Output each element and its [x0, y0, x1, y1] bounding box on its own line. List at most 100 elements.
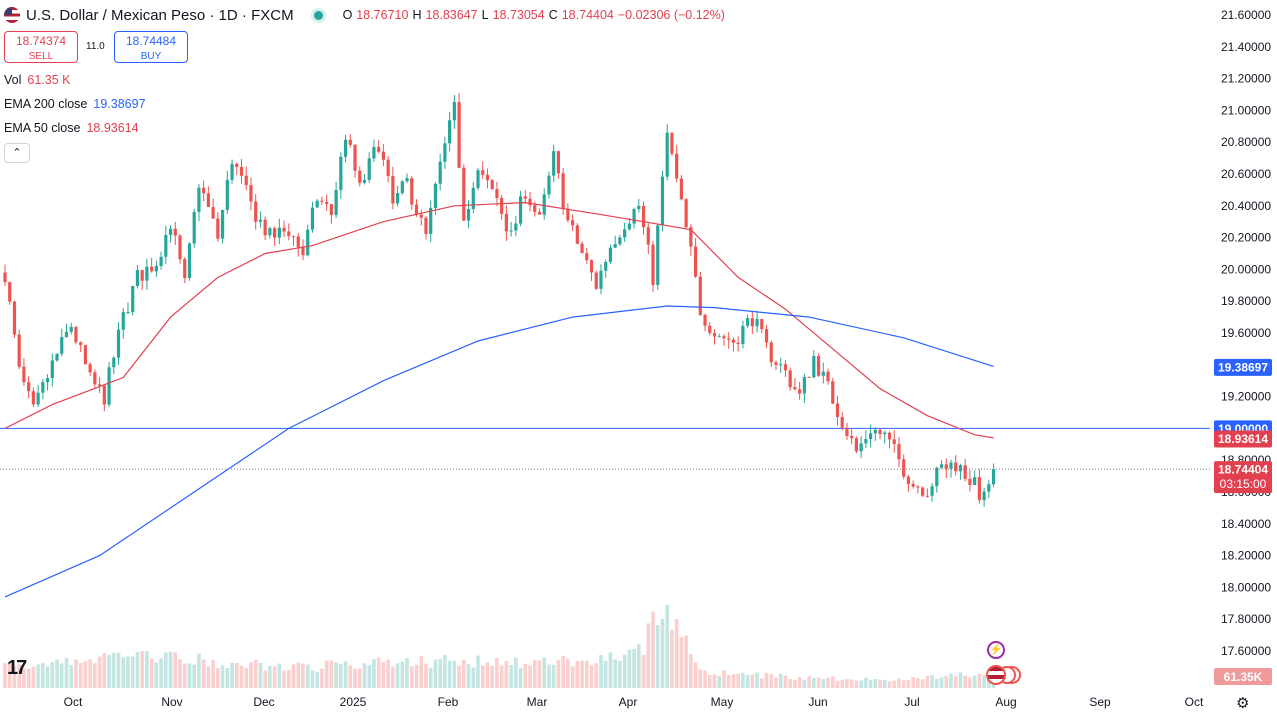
candle-body [391, 176, 395, 204]
volume-bar [107, 654, 111, 688]
volume-bar [3, 663, 7, 688]
candle-body [760, 319, 764, 330]
ohlc-readout: O 18.76710 H 18.83647 L 18.73054 C 18.74404 … [343, 8, 725, 22]
volume-bar [878, 679, 882, 688]
volume-bar [452, 660, 457, 688]
volume-bar [944, 675, 949, 688]
volume-bar [69, 665, 74, 688]
candle-body [495, 189, 499, 198]
us-flag-event-icon[interactable] [986, 665, 1006, 685]
sell-button[interactable]: 18.74374 SELL [4, 31, 78, 63]
volume-bar [78, 662, 83, 688]
volume-bar [471, 667, 476, 688]
collapse-legend-button[interactable]: ⌃ [4, 143, 30, 163]
candle-body [154, 265, 158, 272]
price-axis: 21.60000 21.40000 21.20000 21.00000 20.80000… [1221, 8, 1271, 658]
candle-body [173, 228, 177, 236]
candle-body [17, 334, 21, 367]
candle-body [793, 387, 797, 390]
candle-body [698, 276, 702, 315]
volume-bar [953, 676, 958, 688]
volume-bar [741, 672, 745, 688]
candle-body [325, 201, 329, 205]
candle-body [485, 174, 490, 181]
volume-bar [551, 664, 556, 688]
candle-body [107, 367, 111, 405]
volume-bar [343, 661, 348, 688]
candle-body [670, 132, 674, 154]
volume-bar [93, 663, 97, 688]
settings-gear-icon[interactable]: ⚙ [1236, 695, 1250, 712]
volume-bar [916, 678, 920, 688]
close-value: 18.74404 [561, 8, 614, 22]
ema50-legend[interactable]: EMA 50 close 18.93614 [4, 121, 139, 135]
candle-body [220, 209, 225, 239]
candle-body [145, 266, 149, 281]
volume-bar [22, 668, 26, 688]
volume-bar [348, 665, 353, 688]
volume-bar [542, 657, 547, 688]
buy-button[interactable]: 18.74484 BUY [114, 31, 188, 63]
volume-bar [854, 680, 859, 688]
candle-body [27, 382, 31, 392]
candlestick-series [3, 93, 996, 507]
candle-body [916, 486, 920, 488]
candle-body [183, 259, 187, 279]
volume-bar [480, 665, 485, 688]
volume-bar [949, 673, 953, 688]
candle-body [722, 336, 726, 339]
candle-body [395, 193, 400, 204]
candle-body [102, 385, 106, 405]
volume-bar [684, 635, 688, 688]
lightning-event-icon[interactable]: ⚡ [987, 641, 1005, 659]
volume-bar [826, 677, 830, 688]
volume-bar [178, 659, 182, 688]
volume-bar [424, 663, 428, 688]
candle-body [831, 381, 835, 404]
volume-bar [561, 655, 565, 688]
candle-body [935, 467, 939, 487]
volume-bar [868, 679, 873, 688]
symbol-title[interactable]: U.S. Dollar / Mexican Peso · 1D · FXCM [26, 6, 294, 24]
candle-body [684, 199, 688, 228]
tradingview-logo-icon[interactable]: 17 [7, 657, 27, 679]
candle-body [239, 166, 244, 176]
candle-body [693, 246, 698, 277]
candle-body [187, 243, 192, 279]
time-tick-label: Feb [438, 695, 459, 709]
candle-body [448, 120, 452, 144]
candle-body [518, 196, 523, 224]
volume-bar [287, 670, 291, 688]
time-tick-label: Dec [253, 695, 274, 709]
candle-body [471, 187, 475, 209]
candle-body [717, 336, 721, 338]
candle-body [36, 392, 40, 405]
volume-bar [41, 663, 45, 688]
volume-bar [211, 659, 215, 688]
ema200-legend[interactable]: EMA 200 close 19.38697 [4, 97, 146, 111]
candle-body [902, 459, 906, 477]
candle-body [798, 389, 802, 394]
volume-bar [783, 675, 788, 688]
candle-body [665, 132, 669, 177]
candle-body [835, 403, 840, 418]
candle-body [126, 311, 130, 313]
candle-body [580, 243, 584, 254]
volume-bar [712, 674, 717, 688]
candle-body [779, 364, 783, 366]
volume-bar [291, 664, 296, 688]
volume-bar [296, 662, 301, 688]
candle-body [566, 209, 570, 221]
candle-body [60, 337, 64, 354]
candle-body [476, 170, 480, 188]
volume-bar [972, 675, 977, 688]
candle-body [79, 342, 83, 346]
candle-body [736, 342, 740, 344]
time-tick-label: Oct [64, 695, 83, 709]
volume-bar [234, 663, 239, 688]
ema50-value: 18.93614 [86, 121, 139, 135]
volume-bar [239, 665, 244, 688]
volume-legend[interactable]: Vol 61.35 K [4, 73, 70, 87]
candle-body [443, 143, 447, 162]
